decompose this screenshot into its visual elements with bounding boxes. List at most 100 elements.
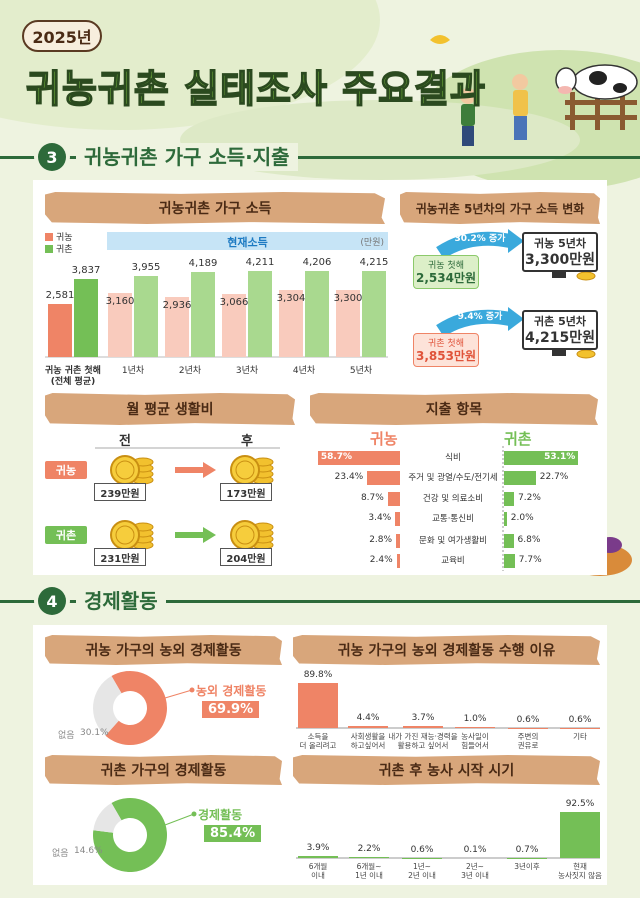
value-label: 4,211: [245, 257, 275, 269]
chart-title: 귀농 가구의 농외 경제활동: [45, 635, 282, 665]
bar: [222, 294, 246, 357]
start-box: [413, 255, 479, 289]
end-value: 3,300만원: [524, 252, 596, 268]
growth-label: 30.2% 증가: [454, 234, 506, 244]
value-label: 4,189: [188, 257, 218, 269]
bar: [348, 725, 388, 728]
x-tick-label: 3년차: [235, 366, 259, 376]
start-label: 귀촌 첫해: [428, 339, 464, 349]
value-label: 2.4%: [369, 555, 393, 565]
value-label: 3,955: [131, 262, 161, 274]
value-label: 3,300: [333, 292, 363, 304]
x-tick-label: 농사일이 힘들어서: [461, 732, 489, 750]
slice-label: 농외 경제활동: [196, 684, 267, 698]
value-label: 3,160: [105, 295, 135, 307]
legend-label: 귀농: [56, 233, 73, 243]
value-label: 89.8%: [303, 670, 333, 680]
row-tag: 귀촌: [45, 526, 87, 544]
bar: [317, 451, 400, 465]
value-label: 92.5%: [565, 799, 595, 809]
start-box: [413, 333, 479, 367]
section-title: 경제활동: [76, 587, 166, 615]
slice-label: 없음: [58, 731, 75, 741]
chart-title: 귀촌 가구의 경제활동: [45, 755, 282, 785]
value-label: 3.9%: [306, 843, 330, 854]
bar: [403, 726, 443, 728]
bar: [298, 683, 338, 728]
slice-value: 14.6%: [74, 846, 103, 856]
panel-title: 귀농귀촌 5년차의 가구 소득 변화: [400, 192, 600, 224]
section-title: 귀농귀촌 가구 소득·지출: [76, 143, 298, 171]
start-value: 2,534만원: [415, 271, 477, 285]
growth-label: 9.4% 증가: [457, 312, 503, 322]
x-tick-label: 소득을 더 올리려고: [299, 732, 337, 750]
x-tick-label: 6개월~ 1년 이내: [355, 862, 383, 880]
main-title: 귀농귀촌 실태조사 주요결과: [25, 66, 486, 112]
value-label: 8.7%: [360, 493, 384, 503]
value-label: 58.7%: [320, 452, 353, 462]
column-head: 후: [241, 434, 253, 449]
legend-label: 귀촌: [504, 430, 532, 448]
band-label: 현재소득: [227, 236, 268, 249]
legend-label: 귀농: [370, 430, 398, 448]
before-value: 239만원: [94, 483, 146, 501]
bar: [349, 856, 389, 858]
value-label: 0.7%: [515, 844, 539, 855]
bar: [305, 271, 329, 357]
category-label: 문화 및 여가생활비: [419, 536, 487, 546]
after-value: 204만원: [220, 548, 272, 566]
value-label: 0.1%: [463, 844, 487, 855]
legend-swatch: [45, 245, 53, 253]
bar: [298, 856, 338, 858]
value-label: 4.4%: [356, 712, 380, 723]
x-tick-label: 3년이후: [514, 862, 540, 871]
x-tick-label: 4년차: [292, 366, 316, 376]
bar: [165, 297, 189, 357]
value-label: 7.7%: [518, 555, 542, 565]
result-card: [522, 310, 598, 350]
cow: [555, 64, 638, 100]
bar: [504, 492, 515, 506]
end-value: 4,215만원: [524, 330, 596, 346]
value-label: 0.6%: [568, 714, 592, 725]
bird: [430, 35, 450, 44]
value-label: 2.0%: [510, 513, 534, 523]
x-tick-label: 2년차: [178, 366, 202, 376]
value-label: 7.2%: [518, 493, 541, 503]
category-label: 교육비: [441, 556, 465, 566]
value-label: 3,304: [276, 292, 306, 304]
bar: [387, 492, 400, 506]
x-tick-label: 1년~ 2년 이내: [408, 862, 436, 880]
value-label: 2.8%: [369, 535, 393, 545]
bar: [108, 292, 132, 357]
x-tick-label: 2년~ 3년 이내: [461, 862, 489, 880]
section-rule: [0, 156, 640, 159]
x-tick-label: 주변의 권유로: [517, 732, 539, 750]
fence: [565, 92, 637, 130]
bar: [396, 554, 400, 568]
value-label: 2.2%: [357, 843, 381, 854]
bar: [362, 271, 386, 357]
start-label: 귀농 첫해: [428, 261, 464, 271]
x-tick-label: 5년차: [349, 366, 373, 376]
farmers: [460, 74, 528, 146]
bar: [367, 471, 400, 485]
x-tick-label: 사회생활을 하고싶어서: [350, 732, 386, 750]
band: [107, 232, 388, 250]
value-label: 0.6%: [516, 714, 540, 725]
x-tick-label: 내가 가진 재능·경력을 활용하고 싶어서: [388, 732, 458, 750]
start-value: 3,853만원: [415, 349, 477, 363]
bar: [134, 276, 158, 357]
end-label: 귀촌 5년차: [534, 315, 586, 328]
chart-title: 귀촌 후 농사 시작 시기: [293, 755, 600, 785]
value-label: 2,581: [45, 290, 75, 302]
category-label: 교통·통신비: [432, 514, 474, 524]
bar: [455, 727, 495, 728]
bar: [396, 534, 400, 548]
x-tick-label: 6개월 이내: [308, 862, 328, 880]
result-card: [522, 232, 598, 272]
bar: [248, 271, 272, 357]
slice-value: 30.1%: [80, 728, 109, 738]
x-tick-label: 귀농 귀촌 첫해 (전체 평균): [45, 366, 101, 387]
